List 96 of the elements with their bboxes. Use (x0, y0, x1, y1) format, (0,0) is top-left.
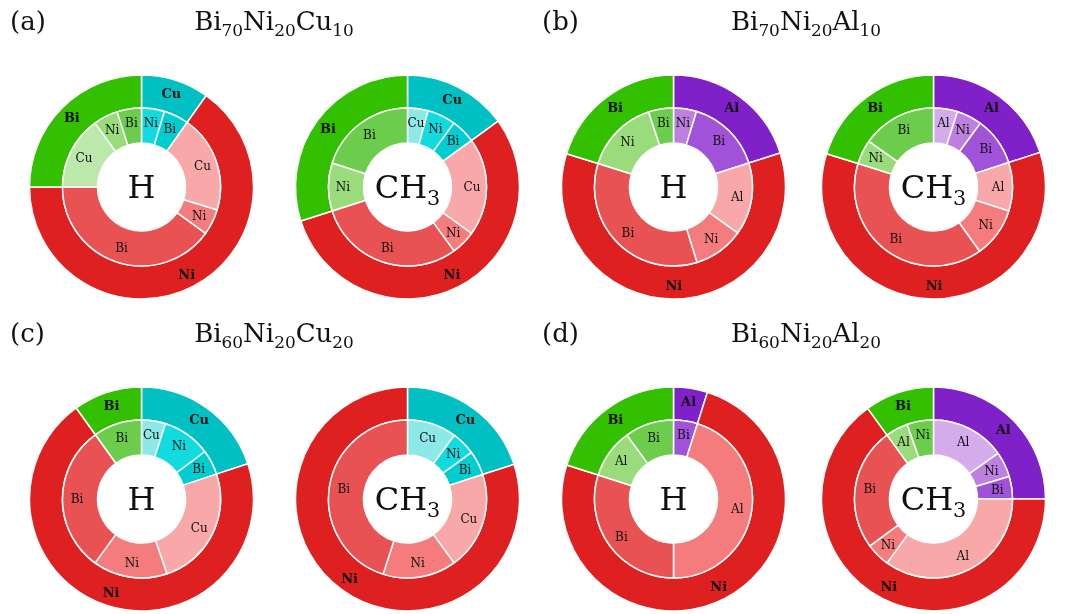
slice-label: Bi (103, 397, 120, 413)
slice-label: Bi (337, 481, 351, 496)
slice-label: Ni (675, 116, 691, 131)
slice-label: Bi (607, 411, 624, 427)
slice-label: Ni (335, 180, 351, 194)
slice-label: Cu (189, 411, 210, 427)
text: (b) (542, 6, 579, 36)
slice-label: Ni (915, 428, 930, 443)
slice-label: Al (994, 421, 1011, 437)
slice-label: Ni (192, 208, 207, 223)
text: H (659, 168, 688, 206)
slice-label: Bi (979, 142, 993, 157)
slice-label: Al (955, 549, 970, 564)
slice-label: Bi (895, 397, 912, 413)
text: H (127, 480, 156, 518)
slice-label: Al (936, 116, 950, 131)
slice-label: Ni (868, 151, 883, 166)
slice-label: Al (990, 179, 1005, 194)
slice-label: Bi (991, 482, 1004, 497)
slice-label: Ni (880, 537, 896, 552)
slice-label: Bi (70, 491, 84, 506)
text: (a) (10, 6, 46, 36)
slice-label: Cu (463, 180, 481, 194)
slice-label: Ni (428, 121, 443, 136)
slice-label: Ni (410, 555, 425, 570)
chart-title: Bi$_{60}$Ni$_{20}$Cu$_{20}$ (194, 318, 354, 352)
slice-label: Cu (142, 428, 161, 443)
slice-label: Al (896, 434, 910, 449)
slice-label: Al (729, 190, 744, 205)
chart-title: Bi$_{70}$Ni$_{20}$Cu$_{10}$ (194, 6, 354, 40)
slice-label: Ni (978, 217, 994, 232)
slice-label: Bi (446, 134, 460, 149)
slice-label: Ni (124, 555, 140, 570)
slice-label: Cu (161, 85, 182, 101)
slice-label: Bi (647, 430, 661, 445)
slice-label: Ni (443, 267, 461, 283)
slice-label: Bi (712, 134, 726, 149)
slice-label: Bi (867, 100, 884, 116)
slice-label: Bi (607, 100, 624, 116)
slice-label: Ni (102, 585, 120, 601)
slice-label: Ni (105, 122, 120, 137)
slice-label: Al (680, 394, 697, 410)
text: H (659, 480, 688, 518)
chart-title: Bi$_{60}$Ni$_{20}$Al$_{20}$ (730, 318, 882, 352)
slice-label: Bi (115, 430, 129, 445)
slice-label: Ni (341, 571, 359, 587)
slice-label: Cu (75, 150, 93, 165)
slice-label: Bi (320, 121, 337, 137)
slice-label: Ni (446, 446, 461, 461)
text: (c) (10, 318, 45, 348)
slice-label: Ni (620, 134, 635, 149)
slice-label: Bi (656, 116, 670, 131)
slice-label: Bi (889, 232, 903, 247)
slice-label: Bi (125, 116, 138, 131)
slice-label: Bi (615, 530, 628, 545)
slice-label: Ni (704, 232, 719, 247)
slice-label: Ni (445, 225, 461, 240)
slice-label: Cu (455, 411, 476, 427)
slice-label: Bi (192, 462, 206, 477)
slice-label: Bi (677, 428, 690, 443)
slice-label: Ni (665, 278, 683, 293)
text: CH$_{3}$ (900, 168, 967, 211)
slice-label: Ni (984, 463, 999, 478)
text: CH$_{3}$ (374, 168, 441, 211)
slice-label: Ni (925, 278, 943, 293)
slice-label: Ni (710, 578, 728, 594)
slice-label: Cu (194, 159, 212, 174)
slice-label: Bi (863, 482, 877, 497)
slice-label: Bi (897, 122, 911, 137)
slice-label: Cu (419, 430, 437, 445)
text: CH$_{3}$ (900, 480, 967, 523)
slice-label: Bi (63, 109, 80, 125)
slice-label: Al (955, 434, 970, 449)
slice-label: Cu (442, 91, 463, 107)
slice-label: Al (729, 501, 744, 516)
slice-label: Al (982, 99, 999, 115)
chart-title: Bi$_{70}$Ni$_{20}$Al$_{10}$ (730, 6, 882, 40)
slice-label: Bi (458, 462, 472, 477)
slice-label: Bi (115, 241, 129, 256)
slice-label: Ni (171, 439, 187, 454)
slice-label: Ni (955, 122, 971, 137)
slice-label: Al (613, 454, 628, 469)
slice-label: Bi (363, 127, 376, 142)
slice-label: Bi (381, 241, 394, 256)
slice-label: Ni (143, 116, 159, 131)
text: CH$_{3}$ (374, 480, 441, 523)
slice-label: Bi (621, 225, 635, 240)
text: (d) (542, 318, 579, 348)
slice-label: Ni (178, 266, 196, 282)
slice-label: Cu (407, 116, 425, 131)
slice-label: Cu (190, 520, 208, 535)
slice-label: Bi (163, 122, 177, 137)
text: H (127, 168, 156, 206)
slice-label: Ni (880, 579, 898, 595)
slice-label: Cu (460, 511, 478, 526)
slice-label: Al (723, 99, 740, 115)
